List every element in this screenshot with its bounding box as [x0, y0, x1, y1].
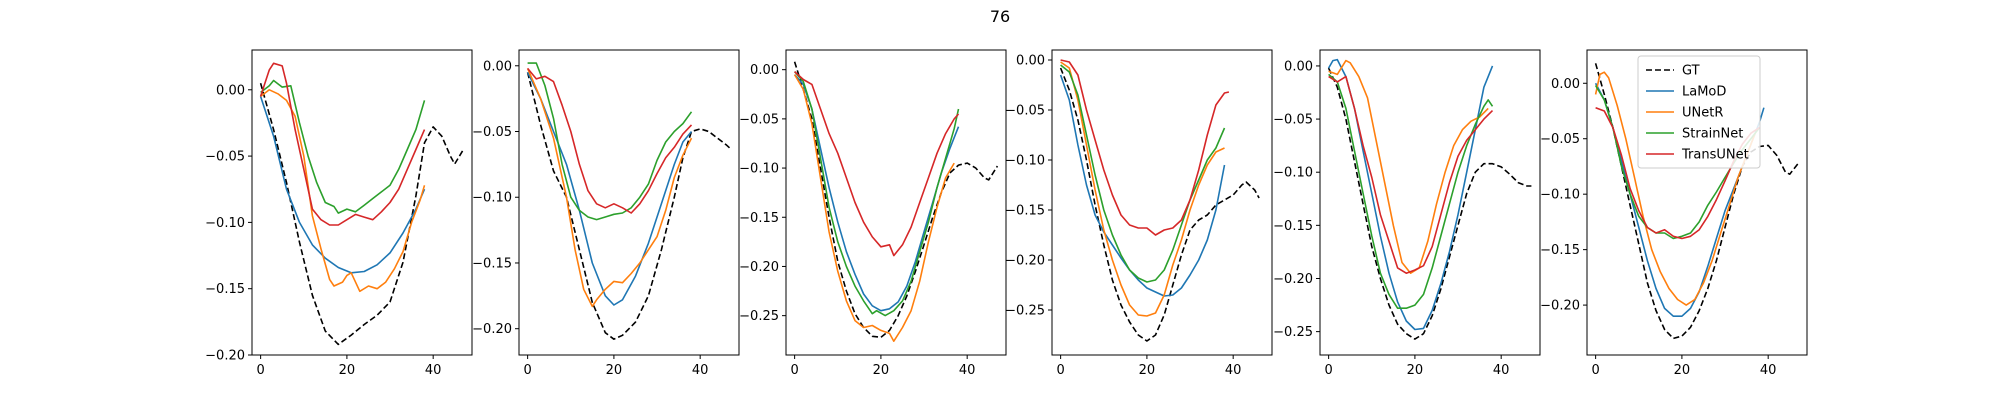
y-tick-label: −0.10	[1540, 188, 1580, 203]
y-tick-label: −0.05	[1540, 132, 1580, 147]
series-line-unetr	[1594, 71, 1756, 306]
axes-frame	[251, 49, 473, 356]
panel-3: 0 20 40 −0.25 −0.20 −0.15 −0.10 −0.05 0.00	[739, 49, 1007, 378]
y-tick-label: −0.15	[739, 211, 779, 226]
x-tick-label: 40	[1225, 363, 1242, 378]
x-tick-label: 40	[425, 363, 442, 378]
y-tick-label: −0.15	[472, 256, 512, 271]
y-tick-label: −0.10	[1005, 154, 1045, 169]
series-line-unetr	[1328, 59, 1489, 275]
x-tick-label: 0	[256, 363, 264, 378]
y-tick-label: 0.00	[750, 63, 779, 78]
x-tick-label: 0	[1056, 363, 1064, 378]
series-line-transunet	[526, 67, 693, 214]
x-tick-label: 40	[1760, 363, 1777, 378]
y-tick-label: −0.25	[1273, 325, 1313, 340]
series-line-lamod	[1327, 58, 1494, 331]
series-line-transunet	[1060, 59, 1230, 236]
series-line-unetr	[1060, 61, 1225, 317]
x-tick-label: 0	[1591, 363, 1599, 378]
series-line-gt	[526, 72, 731, 341]
series-line-lamod	[526, 71, 693, 306]
series-line-strainnet	[793, 71, 960, 317]
series-line-gt	[1059, 67, 1260, 342]
panels: 0 20 40 −0.20 −0.15 −0.10 −0.05 0.00 0 20 40 −0.20 −…	[205, 49, 1808, 378]
legend-box	[1637, 55, 1761, 169]
y-tick-label: −0.20	[1005, 254, 1045, 269]
y-tick-label: −0.10	[205, 216, 245, 231]
y-tick-label: −0.10	[1273, 166, 1313, 181]
y-tick-label: 0.00	[1551, 77, 1580, 92]
panel-4: 0 20 40 −0.25 −0.20 −0.15 −0.10 −0.05 0.00	[1005, 49, 1273, 378]
x-tick-label: 0	[790, 363, 798, 378]
series-line-transunet	[1328, 75, 1494, 275]
y-tick-label: −0.05	[1005, 104, 1045, 119]
x-tick-label: 20	[1407, 363, 1424, 378]
legend: GT LaMoD UNetR StrainNet TransUNet	[1637, 55, 1761, 169]
y-tick-label: −0.15	[1005, 204, 1045, 219]
series-line-gt	[259, 82, 465, 346]
legend-label-unetr: UNetR	[1682, 106, 1723, 121]
x-tick-label: 40	[959, 363, 976, 378]
series-line-transunet	[794, 71, 960, 257]
y-tick-label: −0.05	[205, 150, 245, 165]
axes-frame	[1586, 49, 1808, 356]
series-line-unetr	[526, 68, 693, 308]
panel-5: 0 20 40 −0.25 −0.20 −0.15 −0.10 −0.05 0.00	[1273, 49, 1541, 378]
y-tick-label: −0.10	[739, 162, 779, 177]
series-line-lamod	[259, 96, 426, 274]
y-tick-label: −0.05	[1273, 113, 1313, 128]
x-tick-label: 20	[606, 363, 623, 378]
y-tick-label: 0.00	[216, 83, 245, 98]
series-line-gt	[1594, 63, 1800, 340]
y-tick-label: −0.20	[1273, 272, 1313, 287]
y-tick-label: −0.15	[1540, 243, 1580, 258]
legend-label-gt: GT	[1682, 64, 1700, 79]
panel-1: 0 20 40 −0.20 −0.15 −0.10 −0.05 0.00	[205, 49, 473, 378]
series-line-gt	[1327, 67, 1532, 340]
y-tick-label: −0.15	[1273, 219, 1313, 234]
legend-label-lamod: LaMoD	[1682, 85, 1726, 100]
series-line-gt	[793, 61, 999, 339]
series-line-lamod	[1059, 74, 1226, 297]
y-tick-label: −0.25	[1005, 304, 1045, 319]
x-tick-label: 20	[873, 363, 890, 378]
x-tick-label: 0	[523, 363, 531, 378]
x-tick-label: 20	[1139, 363, 1156, 378]
series-line-strainnet	[527, 62, 693, 221]
series-line-unetr	[793, 74, 955, 343]
y-tick-label: 0.00	[483, 59, 512, 74]
series-line-lamod	[794, 74, 960, 312]
series-line-strainnet	[1328, 73, 1494, 310]
y-tick-label: 0.00	[1016, 54, 1045, 69]
y-tick-label: −0.20	[472, 322, 512, 337]
x-tick-label: 20	[1674, 363, 1691, 378]
x-tick-label: 20	[339, 363, 356, 378]
y-tick-label: −0.10	[472, 191, 512, 206]
x-tick-label: 0	[1324, 363, 1332, 378]
y-tick-label: −0.20	[205, 349, 245, 364]
legend-label-transunet: TransUNet	[1681, 148, 1749, 163]
axes-frame	[1319, 49, 1541, 356]
series-line-unetr	[260, 89, 426, 293]
x-tick-label: 40	[1493, 363, 1510, 378]
y-tick-label: 0.00	[1284, 59, 1313, 74]
series-line-strainnet	[1060, 64, 1226, 283]
y-tick-label: −0.20	[739, 260, 779, 275]
axes-frame	[518, 49, 740, 356]
panel-2: 0 20 40 −0.20 −0.15 −0.10 −0.05 0.00	[472, 49, 740, 378]
y-tick-label: −0.25	[739, 309, 779, 324]
series-line-transunet	[259, 62, 426, 226]
y-tick-label: −0.15	[205, 282, 245, 297]
x-tick-label: 40	[692, 363, 709, 378]
y-tick-label: −0.20	[1540, 299, 1580, 314]
y-tick-label: −0.05	[739, 112, 779, 127]
series-line-strainnet	[260, 79, 426, 214]
axes-frame	[785, 49, 1007, 356]
legend-label-strainnet: StrainNet	[1682, 127, 1743, 142]
y-tick-label: −0.05	[472, 125, 512, 140]
axes-frame	[1051, 49, 1273, 356]
figure-title: 76	[990, 7, 1010, 26]
